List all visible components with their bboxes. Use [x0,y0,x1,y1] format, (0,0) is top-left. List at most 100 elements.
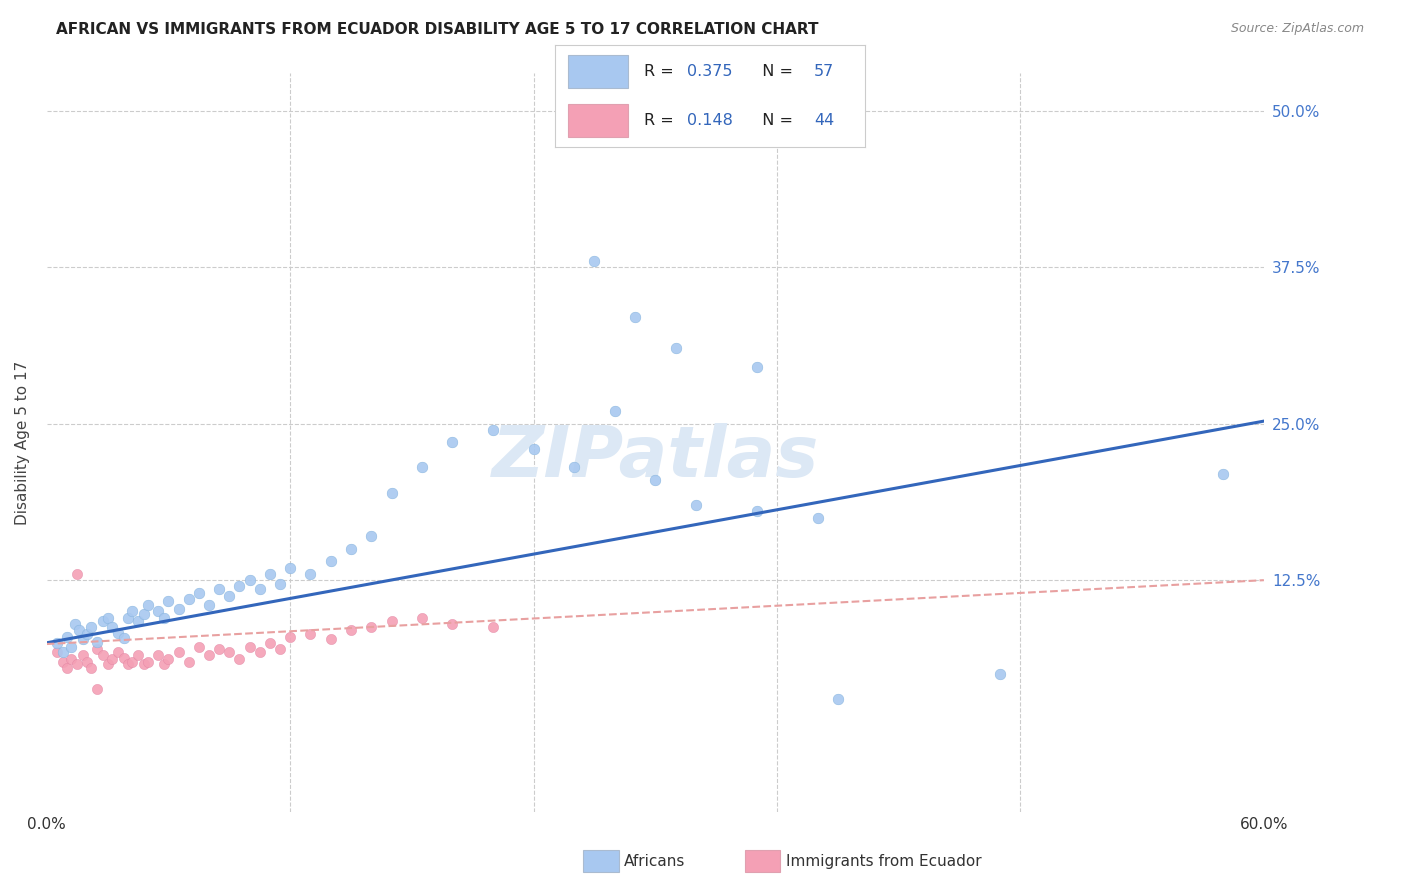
Point [127,648,149,663]
Text: R =: R = [644,113,679,128]
Point [259,636,281,650]
Point [72,632,94,646]
Point [56,661,79,675]
Point [60,640,83,654]
Point [441,617,464,632]
Point [360,619,382,633]
Point [827,692,849,706]
Point [80,619,103,633]
Point [319,554,342,568]
Text: AFRICAN VS IMMIGRANTS FROM ECUADOR DISABILITY AGE 5 TO 17 CORRELATION CHART: AFRICAN VS IMMIGRANTS FROM ECUADOR DISAB… [56,22,818,37]
Point [86,634,108,648]
Point [603,404,626,418]
Point [52,655,75,669]
Point [482,423,505,437]
Bar [568,55,628,87]
Point [198,598,221,612]
Point [148,605,170,619]
Point [52,644,75,658]
Point [63,617,86,632]
Point [624,310,647,325]
Point [685,498,707,512]
Point [67,624,90,638]
Point [441,435,464,450]
Point [299,566,322,581]
Point [238,573,260,587]
Point [112,650,135,665]
Point [121,655,143,669]
Point [93,648,115,663]
Point [1212,467,1234,481]
Point [380,615,402,629]
Point [259,566,281,581]
Point [153,611,176,625]
Point [218,590,240,604]
Point [132,607,155,621]
Text: 57: 57 [814,63,834,78]
Point [86,642,108,657]
Text: N =: N = [752,63,799,78]
Point [93,615,115,629]
Point [157,652,180,666]
Point [107,644,129,658]
Text: Immigrants from Ecuador: Immigrants from Ecuador [786,855,981,869]
Point [96,657,118,671]
Point [340,541,363,556]
Text: N =: N = [752,113,799,128]
Text: 44: 44 [814,113,834,128]
Point [411,460,433,475]
Point [117,657,139,671]
Point [228,579,250,593]
Point [153,657,176,671]
Point [806,510,828,524]
Point [121,605,143,619]
Text: R =: R = [644,63,679,78]
Point [167,644,190,658]
Point [208,582,231,596]
Point [562,460,585,475]
Text: Source: ZipAtlas.com: Source: ZipAtlas.com [1230,22,1364,36]
Point [72,648,94,663]
Point [76,627,98,641]
Point [136,655,159,669]
Text: 0.148: 0.148 [688,113,733,128]
Point [107,625,129,640]
Point [60,652,83,666]
Point [177,655,200,669]
Point [80,661,103,675]
Point [112,631,135,645]
Point [380,485,402,500]
Point [360,529,382,543]
Point [269,642,291,657]
Point [187,585,209,599]
Point [644,473,666,487]
Point [157,594,180,608]
Point [198,648,221,663]
Point [76,655,98,669]
Point [249,582,271,596]
Point [45,644,67,658]
Point [66,566,89,581]
Point [86,682,108,697]
Point [228,652,250,666]
Point [177,591,200,606]
Point [127,615,149,629]
Point [278,630,301,644]
Point [136,598,159,612]
Point [132,657,155,671]
Point [745,360,768,375]
Point [100,652,122,666]
Point [482,619,505,633]
Point [299,627,322,641]
Point [664,342,686,356]
Point [745,504,768,518]
Point [249,644,271,658]
Point [583,253,606,268]
Point [45,636,67,650]
Point [167,602,190,616]
Text: ZIPatlas: ZIPatlas [492,423,818,491]
Y-axis label: Disability Age 5 to 17: Disability Age 5 to 17 [15,360,30,524]
Point [218,644,240,658]
Point [319,632,342,646]
Point [117,611,139,625]
